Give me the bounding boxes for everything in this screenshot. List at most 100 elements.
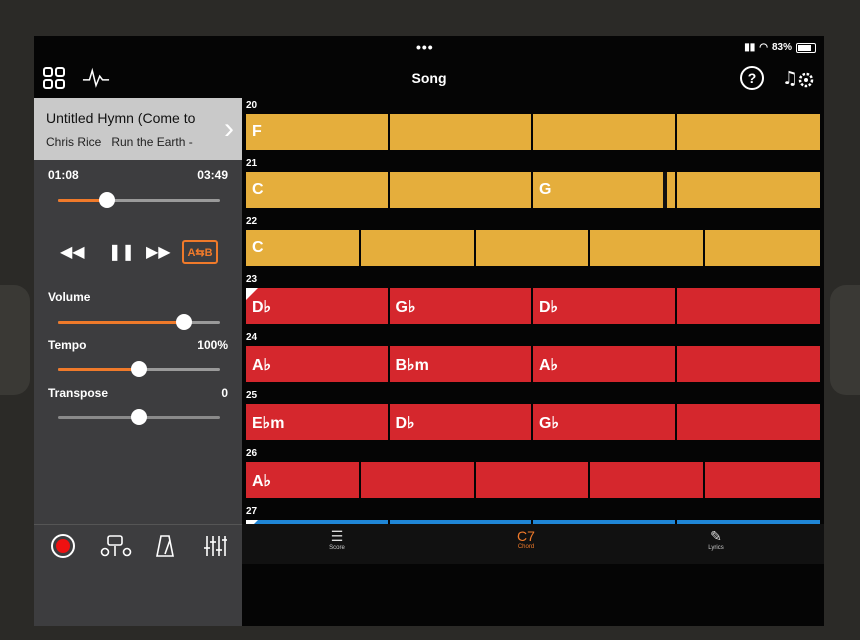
metronome-icon[interactable] [152,533,178,559]
bar-row[interactable]: E♭m D♭ G♭ [246,404,820,440]
elapsed-time: 01:08 [48,168,79,182]
tempo-slider[interactable] [58,361,220,377]
chord-cell[interactable] [533,520,677,524]
wifi-icon: ◠ [759,42,768,53]
bar-number: 25 [246,390,258,401]
chord-cell[interactable] [705,462,820,498]
lyrics-icon: ✎ [710,528,722,544]
chevron-right-icon[interactable]: › [224,112,234,145]
mixer-icon[interactable] [202,533,228,559]
chord-cell[interactable]: G [533,172,677,208]
bar-row[interactable]: A♭ [246,462,820,498]
bar-row[interactable]: C [246,230,820,266]
record-button[interactable] [50,533,76,559]
battery-icon [796,42,816,53]
chord-cell[interactable] [389,520,533,524]
volume-slider[interactable] [58,314,220,330]
chord-cell[interactable] [705,230,820,266]
tempo-label: Tempo [48,338,87,352]
chord-label: G♭ [395,299,416,316]
score-icon: ☰ [330,528,344,544]
tempo-slider-knob[interactable] [131,361,147,377]
song-info-card[interactable]: Untitled Hymn (Come to Chris Rice Run the… [34,98,242,160]
chord-cell[interactable]: G♭ [533,404,677,440]
chord-cell[interactable]: D♭ [246,520,390,524]
chord-cell[interactable]: G♭ [389,288,533,324]
chord-cell[interactable] [676,288,820,324]
song-artist: Chris Rice [46,135,102,149]
tab-score[interactable]: ☰ Score [312,528,362,551]
audio-to-score-icon[interactable] [100,533,132,559]
chord-cell[interactable]: B♭m [389,346,533,382]
bar-row[interactable]: D♭ [246,520,820,524]
tab-chord-label: Chord [517,544,535,550]
chord-cell[interactable] [590,230,706,266]
chord-cell[interactable]: A♭ [246,346,390,382]
chord-cell[interactable] [389,114,533,150]
chord-label: C [252,239,264,256]
chord-cell[interactable]: C [246,230,361,266]
chord-grid: 20 F 21 C G 22 C 23 D♭ G♭ D♭ 24 A♭ B♭m A♭ 25 E♭m D♭ G♭ 26 A♭… [242,98,824,524]
chord-cell[interactable] [676,404,820,440]
multitask-dots[interactable]: ••• [416,39,434,55]
bar-number: 21 [246,158,258,169]
chord-cell[interactable] [533,114,677,150]
chord-cell[interactable] [676,520,820,524]
volume-slider-knob[interactable] [176,314,193,330]
panel-toolbar [34,524,242,565]
playback-cursor [662,172,667,208]
chord-cell[interactable]: D♭ [533,288,677,324]
chord-label: C [252,181,264,198]
chord-cell[interactable] [475,462,591,498]
chord-cell[interactable] [676,172,820,208]
pause-icon[interactable]: ❚❚ [108,244,135,261]
bar-row[interactable]: A♭ B♭m A♭ [246,346,820,382]
transpose-slider-knob[interactable] [131,409,147,425]
transpose-slider[interactable] [58,409,220,425]
chord-label: E♭m [252,415,285,432]
waveform-icon[interactable] [82,64,110,92]
chord-cell[interactable]: A♭ [533,346,677,382]
chord-cell[interactable] [475,230,591,266]
chord-label: G [539,181,552,198]
chord-cell[interactable] [360,462,476,498]
chord-cell[interactable] [676,114,820,150]
chord-cell[interactable] [676,346,820,382]
chord-cell[interactable]: F [246,114,390,150]
fast-forward-icon[interactable]: ▶▶ [146,244,171,261]
tab-lyrics[interactable]: ✎ Lyrics [691,528,741,551]
song-settings-icon[interactable]: ♫ [780,64,816,92]
chord-label: A♭ [252,357,272,374]
chord-label: B♭m [395,357,429,374]
chord-cell[interactable]: D♭ [246,288,390,324]
bar-row[interactable]: F [246,114,820,150]
chord-label: D♭ [539,299,559,316]
total-time: 03:49 [197,168,228,182]
app-screen: ••• ▮▮ ◠ 83% Song ? ♫ Untitled Hymn (Com… [34,36,824,626]
position-slider[interactable] [58,192,220,208]
bar-row[interactable]: D♭ G♭ D♭ [246,288,820,324]
battery-percent: 83% [771,42,792,53]
chord-label: A♭ [252,473,272,490]
chord-cell[interactable] [590,462,706,498]
device-edge-right [830,285,860,395]
svg-text:?: ? [748,70,757,86]
bar-number: 24 [246,332,258,343]
position-slider-knob[interactable] [98,192,115,208]
transport-controls: ◀◀ ❚❚ ▶▶ A⇆B [34,238,242,268]
chord-cell[interactable] [389,172,533,208]
chord-cell[interactable]: C [246,172,390,208]
chord-cell[interactable] [360,230,476,266]
tab-chord[interactable]: C7 Chord [501,528,551,550]
ab-repeat-button[interactable]: A⇆B [182,240,218,264]
help-icon[interactable]: ? [738,64,766,92]
bar-number: 23 [246,274,258,285]
chord-label: F [252,123,262,140]
rewind-icon[interactable]: ◀◀ [60,244,85,261]
grid-menu-icon[interactable] [40,64,68,92]
chord-cell[interactable]: A♭ [246,462,361,498]
status-bar: ••• ▮▮ ◠ 83% [34,39,824,56]
chord-cell[interactable]: D♭ [389,404,533,440]
chord-cell[interactable]: E♭m [246,404,390,440]
